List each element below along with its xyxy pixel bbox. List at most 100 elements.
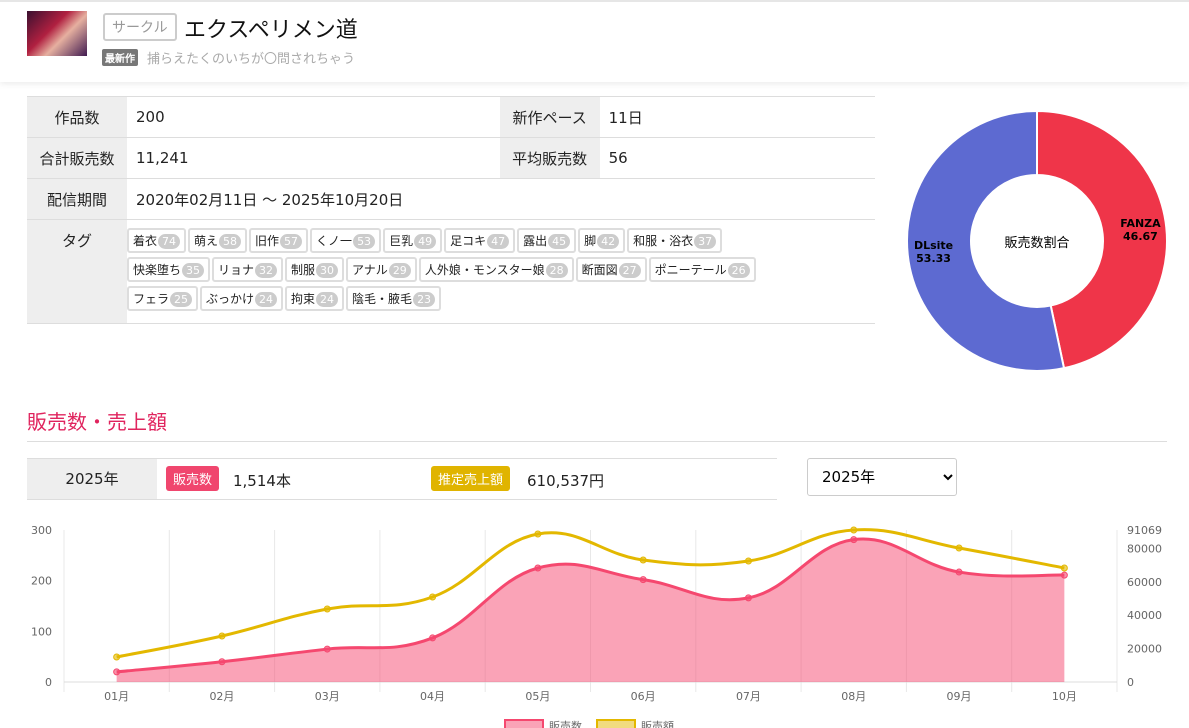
right-tick-label: 20000	[1127, 643, 1162, 656]
data-point[interactable]	[744, 557, 752, 565]
year-select[interactable]: 2025年	[807, 458, 957, 496]
tag-count: 23	[413, 292, 436, 307]
tag-name: 快楽堕ち	[133, 263, 182, 277]
sales-chart: 0 100 200 300 0 20000 40000 60000 80000 91069 01月 0…	[31, 524, 1162, 728]
data-point[interactable]	[639, 556, 647, 564]
tag-name: 断面図	[581, 263, 618, 277]
data-point[interactable]	[429, 593, 437, 601]
tag-count: 37	[694, 234, 717, 249]
tag-count: 49	[414, 234, 437, 249]
tag-name: 着衣	[133, 234, 158, 248]
legend-label[interactable]: 販売額	[641, 720, 674, 728]
latest-work-thumbnail[interactable]	[27, 11, 87, 56]
tag-name: 露出	[523, 234, 548, 248]
tag[interactable]: アナル 29	[346, 257, 417, 282]
legend-swatch[interactable]	[504, 719, 544, 728]
revenue-value: 610,537円	[527, 472, 605, 490]
tag-count: 42	[597, 234, 620, 249]
tag-list: 着衣 74 萌え 58 旧作 57 くノ一 53 巨乳 49 足コキ 47 露出 45 脚 42 和服・浴衣 37…	[127, 219, 875, 324]
tag-name: ポニーテール	[654, 263, 727, 277]
pie-label-name: FANZA	[1120, 217, 1161, 230]
left-tick-label: 0	[45, 676, 52, 689]
tag[interactable]: 脚 42	[578, 228, 626, 253]
data-point[interactable]	[323, 645, 331, 653]
tag-name: 萌え	[194, 234, 219, 248]
tag-name: アナル	[352, 263, 388, 277]
tag-name: 足コキ	[450, 234, 487, 248]
tag-count: 32	[255, 263, 278, 278]
tag[interactable]: 拘束 24	[285, 286, 345, 311]
data-point[interactable]	[113, 668, 121, 676]
pie-label-value: 46.67	[1123, 230, 1158, 243]
tag[interactable]: 萌え 58	[188, 228, 248, 253]
data-point[interactable]	[218, 658, 226, 666]
data-point[interactable]	[1060, 564, 1068, 572]
tag[interactable]: 旧作 57	[249, 228, 309, 253]
series-area	[116, 539, 1065, 682]
period-value: 2020年02月11日 〜 2025年10月20日	[127, 178, 875, 220]
tag[interactable]: 陰毛・腋毛 23	[346, 286, 442, 311]
tag-name: 脚	[584, 234, 597, 248]
pie-label-value: 53.33	[916, 252, 951, 265]
right-tick-label: 80000	[1127, 542, 1162, 555]
data-point[interactable]	[323, 605, 331, 613]
tag-count: 30	[316, 263, 339, 278]
tag[interactable]: リョナ 32	[212, 257, 284, 282]
tag[interactable]: 制服 30	[285, 257, 345, 282]
tag[interactable]: ポニーテール 26	[648, 257, 756, 282]
tag-name: フェラ	[133, 292, 170, 306]
tag[interactable]: ぶっかけ 24	[200, 286, 284, 311]
data-point[interactable]	[534, 530, 542, 538]
legend-label[interactable]: 販売数	[549, 720, 582, 728]
data-point[interactable]	[218, 632, 226, 640]
data-point[interactable]	[850, 536, 858, 544]
tag[interactable]: 快楽堕ち 35	[127, 257, 211, 282]
tag-name: リョナ	[218, 263, 255, 277]
x-tick-label: 05月	[525, 690, 550, 703]
total-label: 合計販売数	[27, 137, 127, 179]
right-tick-label: 60000	[1127, 576, 1162, 589]
tags-label: タグ	[27, 219, 127, 324]
tag[interactable]: 着衣 74	[127, 228, 187, 253]
tag[interactable]: くノ一 53	[310, 228, 382, 253]
tag-name: 和服・浴衣	[633, 234, 694, 248]
tag[interactable]: フェラ 25	[127, 286, 199, 311]
tag-count: 74	[158, 234, 181, 249]
legend-swatch[interactable]	[596, 719, 636, 728]
pie-slice-fanza[interactable]	[1036, 109, 1168, 370]
data-point[interactable]	[429, 634, 437, 642]
data-point[interactable]	[534, 564, 542, 572]
data-point[interactable]	[1060, 571, 1068, 579]
tag[interactable]: 巨乳 49	[383, 228, 443, 253]
pie-slice-dlsite[interactable]	[906, 109, 1066, 372]
circle-title: エクスペリメン道	[184, 18, 358, 43]
latest-work-link[interactable]: 捕らえたくのいちが〇問されちゃう	[147, 52, 356, 67]
revenue-badge: 推定売上額	[431, 466, 511, 491]
data-point[interactable]	[744, 594, 752, 602]
data-point[interactable]	[955, 568, 963, 576]
x-tick-label: 01月	[104, 690, 129, 703]
tag[interactable]: 和服・浴衣 37	[627, 228, 723, 253]
x-tick-label: 10月	[1052, 690, 1077, 703]
tag-name: ぶっかけ	[206, 292, 255, 306]
tag-count: 47	[487, 234, 510, 249]
tag-count: 53	[353, 234, 376, 249]
series-line	[116, 528, 1065, 659]
summary-year: 2025年	[27, 459, 157, 499]
tag-name: くノ一	[316, 234, 353, 248]
data-point[interactable]	[955, 544, 963, 552]
tag[interactable]: 露出 45	[517, 228, 577, 253]
data-point[interactable]	[850, 526, 858, 534]
sales-summary: 2025年 販売数 1,514本 推定売上額 610,537円	[27, 458, 777, 500]
tag[interactable]: 断面図 27	[575, 257, 647, 282]
tag-count: 58	[219, 234, 242, 249]
data-point[interactable]	[113, 653, 121, 661]
tag[interactable]: 人外娘・モンスター娘 28	[418, 257, 574, 282]
pace-value: 11日	[599, 96, 875, 138]
tag-name: 旧作	[255, 234, 280, 248]
tag[interactable]: 足コキ 47	[444, 228, 516, 253]
x-tick-label: 04月	[420, 690, 445, 703]
circle-label: サークル	[103, 13, 177, 41]
data-point[interactable]	[639, 576, 647, 584]
right-tick-label: 91069	[1127, 524, 1162, 537]
